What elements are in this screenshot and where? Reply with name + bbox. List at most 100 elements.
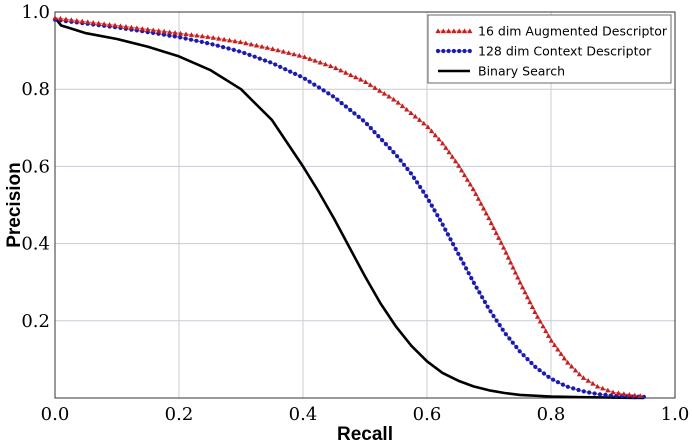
series-line — [53, 16, 645, 400]
series-layer — [52, 15, 647, 400]
series-marker — [569, 363, 575, 369]
series-marker — [307, 79, 312, 84]
series-marker — [565, 359, 571, 365]
series-marker — [348, 72, 354, 78]
series-marker — [307, 56, 313, 61]
series-marker — [478, 200, 484, 206]
series-marker — [461, 261, 466, 266]
series-marker — [257, 56, 262, 61]
series-marker — [167, 29, 173, 35]
series-marker — [268, 60, 273, 65]
series-marker — [529, 360, 534, 366]
series-marker — [467, 181, 473, 187]
series-marker — [343, 104, 348, 109]
series-marker — [464, 266, 469, 271]
series-marker — [221, 45, 226, 50]
series-marker — [262, 58, 268, 63]
series-marker — [525, 357, 530, 362]
series-marker — [117, 23, 124, 29]
series-marker — [391, 96, 397, 102]
legend-marker — [456, 28, 462, 34]
series-marker — [421, 120, 427, 126]
series-marker — [172, 34, 177, 39]
legend-item: Binary Search — [438, 64, 565, 79]
series-marker — [485, 304, 490, 309]
series-marker — [123, 24, 129, 29]
series-marker — [512, 269, 518, 275]
series-marker — [112, 22, 118, 28]
series-marker — [226, 37, 233, 43]
series-0 — [52, 15, 645, 398]
y-tick-label: 0.6 — [21, 156, 50, 177]
series-marker — [615, 390, 622, 396]
y-tick-label: 0.2 — [21, 311, 50, 332]
series-marker — [497, 323, 502, 328]
series-marker — [603, 392, 608, 397]
series-marker — [356, 114, 361, 119]
series-marker — [128, 24, 135, 30]
legend-label: 16 dim Augmented Descriptor — [478, 24, 668, 39]
series-marker — [435, 213, 440, 218]
series-marker — [237, 39, 244, 45]
series-marker — [177, 30, 184, 36]
series-marker — [470, 186, 476, 192]
series-marker — [475, 196, 481, 201]
series-marker — [561, 355, 567, 361]
series-marker — [510, 264, 516, 270]
y-tick-labels: 0.2 0.4 0.6 0.8 1.0 — [21, 2, 50, 332]
series-marker — [194, 38, 199, 43]
series-marker — [326, 91, 331, 96]
series-marker — [280, 48, 286, 54]
series-marker — [161, 32, 167, 37]
series-marker — [572, 367, 579, 373]
series-marker — [461, 172, 468, 178]
series-marker — [358, 76, 364, 82]
x-tick-label: 0.0 — [41, 404, 70, 425]
series-marker — [183, 31, 189, 37]
series-marker — [534, 314, 541, 319]
series-marker — [188, 37, 194, 42]
series-marker — [391, 150, 396, 155]
series-marker — [278, 64, 283, 69]
series-marker — [302, 76, 308, 81]
series-marker — [546, 374, 551, 379]
series-marker — [199, 33, 205, 39]
series-marker — [597, 392, 603, 397]
x-tick-label: 0.2 — [165, 404, 194, 425]
series-marker — [316, 85, 322, 90]
legend-marker — [446, 28, 452, 34]
series-marker — [161, 28, 167, 34]
series-marker — [377, 88, 383, 93]
series-marker — [145, 26, 151, 32]
x-tick-labels: 0.0 0.2 0.4 0.6 0.8 1.0 — [41, 404, 690, 425]
series-marker — [533, 364, 538, 369]
y-tick-label: 1.0 — [21, 2, 50, 23]
legend-item: 16 dim Augmented Descriptor — [435, 24, 668, 39]
series-marker — [312, 82, 317, 87]
series-marker — [537, 318, 543, 324]
series-marker — [514, 344, 519, 350]
legend-marker — [461, 28, 468, 34]
series-marker — [576, 371, 582, 377]
series-marker — [540, 323, 546, 329]
series-marker — [387, 146, 392, 151]
series-marker — [321, 88, 326, 93]
series-marker — [85, 19, 91, 24]
series-marker — [519, 284, 526, 290]
series-marker — [494, 318, 499, 323]
series-marker — [415, 180, 420, 185]
series-marker — [610, 389, 616, 395]
series-marker — [545, 333, 552, 338]
series-marker — [594, 383, 601, 389]
legend-marker — [435, 28, 441, 34]
series-marker — [352, 111, 357, 116]
series-marker — [458, 256, 463, 261]
series-marker — [150, 27, 156, 33]
series-marker — [296, 52, 302, 58]
series-marker — [432, 208, 437, 213]
legend-marker — [467, 48, 472, 54]
series-marker — [587, 390, 592, 395]
series-marker — [637, 393, 643, 398]
series-marker — [210, 35, 216, 40]
